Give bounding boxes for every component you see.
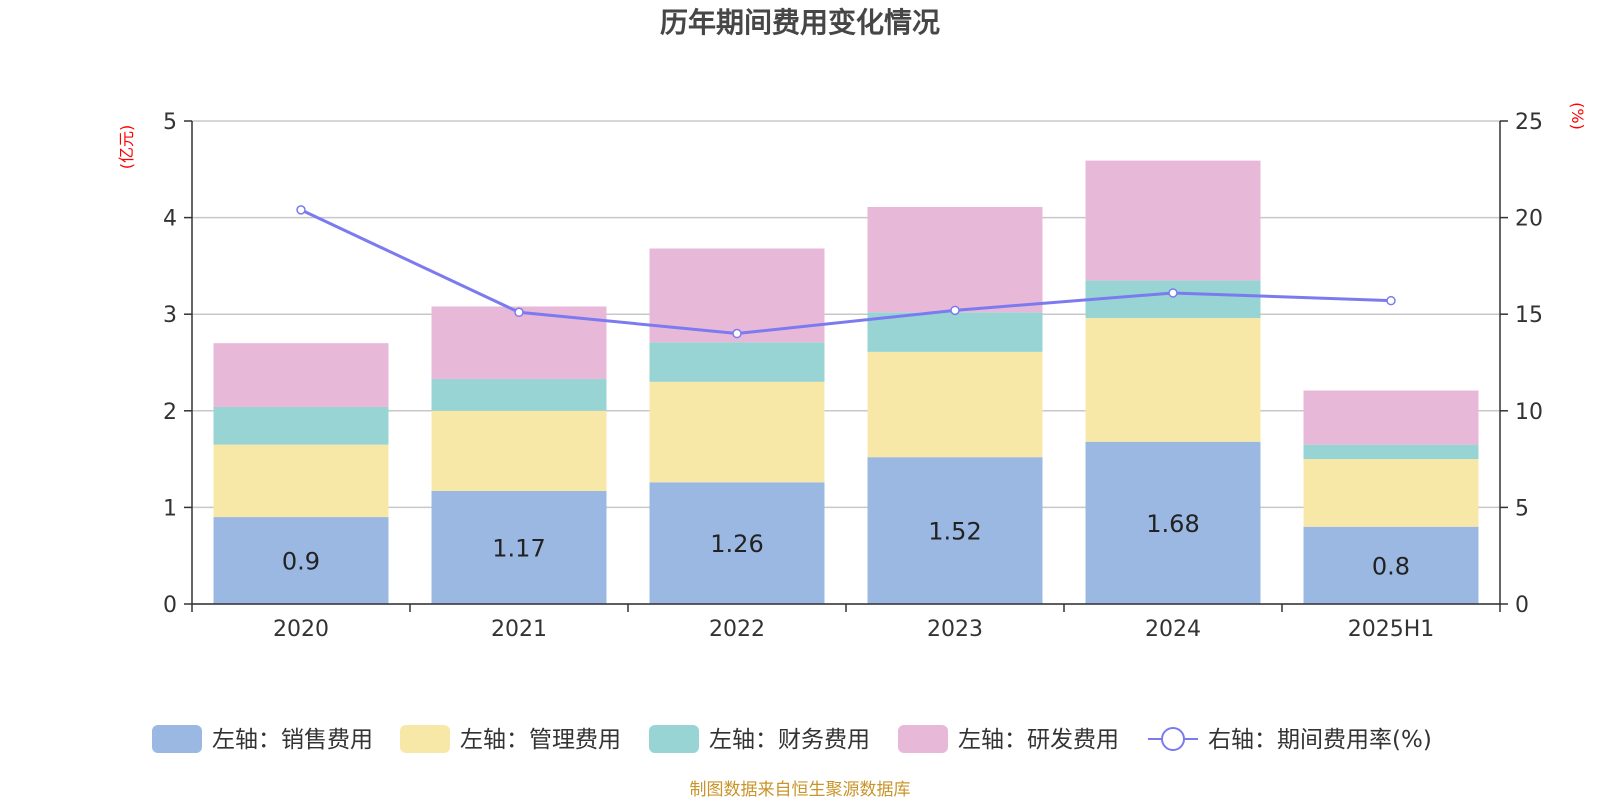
bars: [213, 160, 1479, 604]
bar-segment: [649, 482, 825, 604]
x-tick-label: 2022: [709, 617, 765, 642]
legend: 左轴：销售费用 左轴：管理费用 左轴：财务费用 左轴：研发费用 右轴：期间费用率(%): [152, 725, 1432, 753]
bar-segment: [1303, 526, 1479, 604]
bar-segment: [649, 381, 825, 483]
bar-label: 1.52: [928, 518, 981, 546]
bar-segment: [1085, 318, 1261, 442]
left-tick-label: 0: [163, 593, 177, 618]
bar-segment: [867, 312, 1043, 352]
bar-segment: [213, 343, 389, 407]
x-tick-label: 2024: [1145, 617, 1201, 642]
right-tick-label: 25: [1515, 110, 1543, 135]
bar-segment: [1303, 444, 1479, 460]
legend-label: 左轴：研发费用: [958, 727, 1119, 753]
x-tick-label: 2021: [491, 617, 547, 642]
bar-label: 1.17: [492, 534, 545, 562]
bar-segment: [867, 351, 1043, 458]
axes: 0 1 2 3 4 5 0 5 10 15 20 25 2020 2021 2022 2023 2024 2025…: [163, 110, 1543, 642]
rate-point: [1168, 288, 1178, 298]
bar-segment: [431, 410, 607, 491]
chart-title: 历年期间费用变化情况: [660, 6, 940, 39]
rate-point: [296, 205, 306, 215]
bar-label: 0.8: [1372, 552, 1410, 580]
x-tick-label: 2025H1: [1348, 617, 1435, 642]
bar-segment: [431, 490, 607, 604]
bar-segment: [213, 517, 389, 604]
left-tick-label: 1: [163, 496, 177, 521]
bar-segment: [867, 457, 1043, 604]
legend-circle-swatch: [1161, 727, 1185, 751]
legend-swatch: [649, 725, 699, 753]
rate-point: [950, 305, 960, 316]
right-tick-label: 20: [1515, 207, 1543, 232]
legend-swatch: [898, 725, 948, 753]
rate-line-path: [300, 208, 1392, 336]
left-tick-label: 3: [163, 303, 177, 328]
rate-point: [732, 328, 742, 339]
bar-segment: [431, 378, 607, 411]
left-tick-label: 4: [163, 207, 177, 232]
bar-label: 1.26: [710, 530, 763, 558]
bar-segment: [867, 206, 1043, 313]
bar-segment: [1085, 441, 1261, 604]
bar-segment: [1085, 160, 1261, 281]
left-axis-unit: (亿元): [117, 125, 136, 170]
bar-segment: [213, 406, 389, 445]
legend-swatch: [152, 725, 202, 753]
bar-segment: [1303, 459, 1479, 527]
legend-label: 左轴：财务费用: [709, 727, 870, 753]
bar-segment: [1085, 280, 1261, 319]
source-note: 制图数据来自恒生聚源数据库: [690, 780, 911, 800]
bar-label: 0.9: [282, 548, 320, 576]
right-tick-label: 5: [1515, 496, 1529, 521]
right-tick-label: 15: [1515, 303, 1543, 328]
x-tick-label: 2023: [927, 617, 983, 642]
bar-segment: [1303, 390, 1479, 445]
right-tick-label: 10: [1515, 400, 1543, 425]
legend-label: 右轴：期间费用率(%): [1208, 727, 1432, 753]
left-tick-label: 5: [163, 110, 177, 135]
legend-label: 左轴：销售费用: [212, 727, 373, 753]
x-tick-label: 2020: [273, 617, 329, 642]
left-tick-label: 2: [163, 400, 177, 425]
rate-line: [296, 205, 1396, 339]
legend-swatch: [400, 725, 450, 753]
right-tick-label: 0: [1515, 593, 1529, 618]
bar-label: 1.68: [1146, 510, 1199, 538]
rate-point: [514, 307, 524, 318]
bar-segment: [649, 342, 825, 382]
rate-point: [1386, 295, 1396, 306]
bar-segment: [213, 444, 389, 518]
legend-label: 左轴：管理费用: [460, 727, 621, 753]
right-axis-unit: (%): [1568, 102, 1587, 130]
bar-labels: 0.9 1.17 1.26 1.52 1.68 0.8: [282, 510, 1410, 581]
